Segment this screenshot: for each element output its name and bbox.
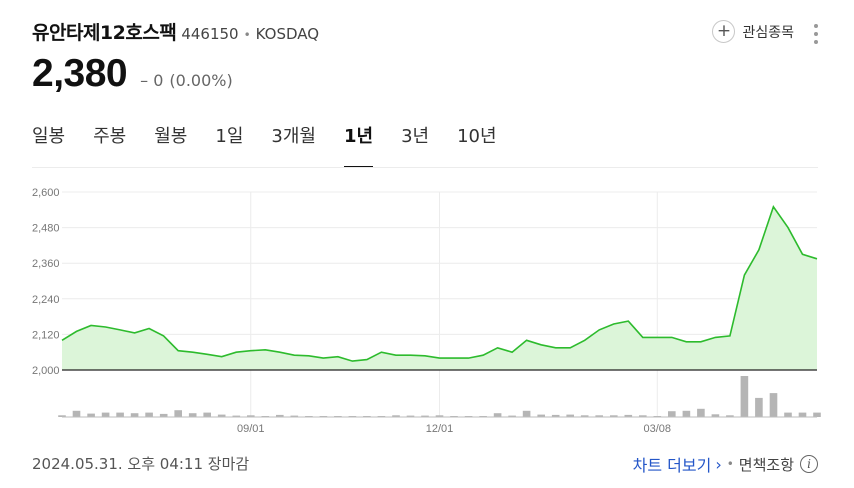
tab-6[interactable]: 3년 (401, 126, 430, 147)
y-tick-label: 2,360 (32, 258, 60, 270)
period-tabs: 일봉 주봉 월봉 1일 3개월 1년 3년 10년 (32, 118, 525, 168)
volume-bar (247, 415, 255, 417)
change-value: 0 (153, 71, 164, 90)
more-vertical-icon[interactable] (806, 22, 826, 46)
price-chart[interactable]: 2,600 2,480 2,360 2,240 2,120 2,000 09/01 12/01… (0, 180, 854, 440)
volume-bar (537, 414, 545, 417)
volume-bar (610, 415, 618, 417)
tab-7[interactable]: 10년 (457, 126, 497, 147)
plus-icon: + (712, 20, 736, 43)
volume-bar (174, 410, 182, 417)
volume-bar (726, 415, 734, 417)
y-tick-label: 2,600 (32, 187, 60, 199)
y-tick-label: 2,000 (32, 365, 60, 377)
price-line (61, 205, 818, 362)
stock-market: KOSDAQ (255, 25, 320, 43)
volume-bar (639, 415, 647, 417)
tab-1[interactable]: 주봉 (93, 126, 127, 147)
info-icon[interactable]: i (800, 455, 818, 473)
volume-bar (508, 415, 516, 417)
chevron-right-icon: › (715, 454, 722, 474)
volume-bar (784, 412, 792, 417)
volume-bar (188, 413, 197, 417)
volume-bar (624, 414, 633, 417)
volume-bar (435, 415, 444, 417)
tab-4[interactable]: 3개월 (271, 126, 316, 147)
stock-name[interactable]: 유안타제12호스팩 (32, 22, 177, 44)
tab-0[interactable]: 일봉 (32, 126, 66, 147)
volume-bar (392, 415, 400, 417)
volume-bar (740, 376, 749, 417)
stock-code: 446150 (181, 25, 239, 43)
volume-bar (276, 414, 284, 417)
volume-bar (421, 415, 429, 417)
favorite-label: 관심종목 (742, 24, 794, 41)
volume-bar (159, 413, 168, 417)
x-tick-label: 09/01 (237, 423, 265, 435)
volume-bar (580, 415, 589, 417)
volume-bar (668, 411, 676, 417)
y-tick-label: 2,240 (32, 294, 60, 306)
separator-dot: • (726, 457, 734, 471)
volume-bar (522, 410, 531, 417)
x-tick-label: 12/01 (426, 423, 454, 435)
tab-3[interactable]: 1일 (215, 126, 244, 147)
current-price: 2,380 (32, 52, 128, 95)
volume-bar (145, 412, 153, 417)
volume-bar (130, 413, 139, 417)
volume-bar (697, 408, 705, 417)
disclaimer-link[interactable]: 면책조항 (738, 455, 794, 474)
price-row: 2,380 – 0 (0.00%) (32, 52, 233, 96)
volume-bar (798, 412, 807, 417)
volume-bar (203, 412, 211, 417)
footer-links: 차트 더보기 › • 면책조항 i (633, 452, 818, 476)
volume-bar (769, 393, 778, 417)
y-tick-label: 2,480 (32, 223, 60, 235)
volume-bar (551, 414, 560, 417)
volume-bar (406, 415, 415, 417)
change-symbol: – (140, 71, 149, 90)
price-area (62, 206, 817, 370)
volume-bar (58, 415, 66, 417)
volume-bar (813, 412, 821, 417)
price-change-percent: (0.00%) (169, 71, 233, 90)
timestamp: 2024.05.31. 오후 04:11 장마감 (32, 455, 250, 473)
volume-bar (116, 412, 124, 417)
volume-bar (566, 414, 574, 417)
tab-5[interactable]: 1년 (343, 118, 374, 168)
volume-bar (72, 410, 81, 417)
stock-header: 유안타제12호스팩 446150 • KOSDAQ (32, 18, 319, 45)
price-change: – 0 (140, 71, 163, 90)
volume-bar (87, 413, 95, 417)
volume-bar (711, 414, 720, 417)
volume-bar (595, 415, 603, 417)
y-tick-label: 2,120 (32, 329, 60, 341)
x-tick-label: 03/08 (644, 423, 672, 435)
volume-bar (493, 413, 502, 417)
volume-bar (290, 415, 299, 417)
volume-bar (232, 415, 241, 417)
tab-2[interactable]: 월봉 (154, 126, 188, 147)
tab-divider (32, 167, 818, 168)
more-chart-link[interactable]: 차트 더보기 (632, 456, 712, 475)
volume-bar (682, 410, 691, 417)
volume-bar (217, 414, 226, 417)
volume-bar (101, 412, 110, 417)
volume-bar (755, 397, 763, 417)
add-favorite-button[interactable]: + 관심종목 (712, 20, 794, 43)
separator-dot: • (243, 28, 251, 42)
